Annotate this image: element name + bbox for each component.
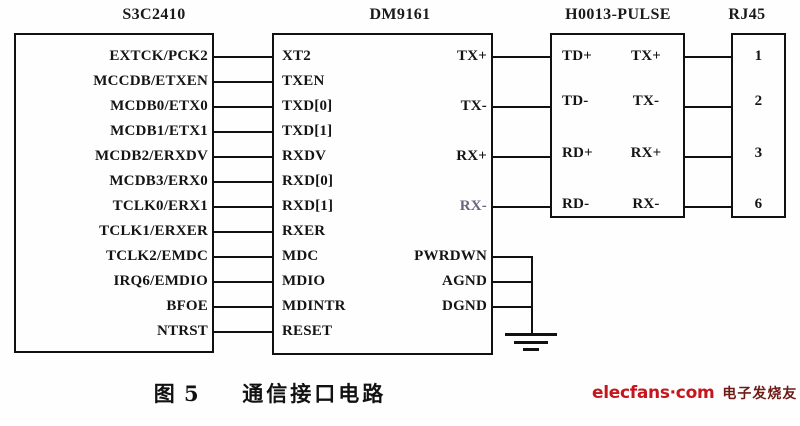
pin-label-phy-txd1: TXD[1]: [282, 123, 333, 139]
wire-cpu-phy-11: [214, 306, 272, 308]
ground-symbol-bar-2: [514, 341, 548, 344]
wire-cpu-phy-4: [214, 131, 272, 133]
wire-phy-pulse-tx-minus: [493, 106, 550, 108]
pin-label-phy-agnd: AGND: [442, 273, 487, 289]
watermark: elecfans·com 电子发烧友: [592, 383, 797, 403]
wire-cpu-phy-10: [214, 281, 272, 283]
wire-phy-pulse-tx-plus: [493, 56, 550, 58]
pin-label-pulse-rx-minus: RX-: [632, 196, 660, 212]
wire-pulse-rj45-2: [685, 106, 731, 108]
pin-label-cpu-mcdb2-erxdv: MCDB2/ERXDV: [94, 148, 208, 164]
wire-phy-dgnd-to-gnd: [493, 306, 533, 308]
wire-phy-agnd-to-gnd: [493, 281, 533, 283]
block-title-s3c2410: S3C2410: [122, 6, 186, 23]
wire-cpu-phy-8: [214, 231, 272, 233]
wire-cpu-phy-6: [214, 181, 272, 183]
wire-cpu-phy-5: [214, 156, 272, 158]
pin-label-phy-rxd1: RXD[1]: [282, 198, 334, 214]
pin-label-phy-tx-minus: TX-: [460, 98, 487, 114]
pin-label-rj45-1: 1: [754, 48, 763, 64]
pin-label-cpu-ntrst: NTRST: [156, 323, 208, 339]
pin-label-pulse-tx-plus: TX+: [631, 48, 661, 64]
pin-label-phy-tx-plus: TX+: [457, 48, 487, 64]
pin-label-rj45-6: 6: [754, 196, 763, 212]
wire-cpu-phy-7: [214, 206, 272, 208]
pin-label-phy-pwrdwn: PWRDWN: [414, 248, 487, 264]
watermark-latin-text: elecfans·com: [592, 383, 715, 403]
chip-body-h0013-pulse: [550, 33, 685, 218]
pin-label-phy-rxd0: RXD[0]: [282, 173, 334, 189]
pin-label-rj45-2: 2: [754, 93, 763, 109]
pin-label-phy-txen: TXEN: [282, 73, 325, 89]
pin-label-phy-txd0: TXD[0]: [282, 98, 333, 114]
pin-label-cpu-mcdb1-etx1: MCDB1/ETX1: [110, 123, 208, 139]
pin-label-phy-mdc: MDC: [282, 248, 319, 264]
figure-caption-text: 通信接口电路: [242, 381, 387, 406]
pin-label-phy-mdintr: MDINTR: [282, 298, 346, 314]
wire-cpu-phy-12: [214, 331, 272, 333]
pin-label-cpu-mcdb0-etx0: MCDB0/ETX0: [110, 98, 208, 114]
wire-phy-pulse-rx-plus: [493, 156, 550, 158]
pin-label-phy-rx-minus: RX-: [459, 198, 487, 214]
block-title-dm9161: DM9161: [369, 6, 431, 23]
pin-label-phy-dgnd: DGND: [442, 298, 487, 314]
pin-label-pulse-rd-plus: RD+: [562, 145, 593, 161]
wire-phy-pwrdwn-to-gnd: [493, 256, 533, 258]
pin-label-cpu-tclk1-erxer: TCLK1/ERXER: [99, 223, 208, 239]
pin-label-pulse-td-plus: TD+: [562, 48, 592, 64]
pin-label-cpu-mcdb3-erx0: MCDB3/ERX0: [109, 173, 208, 189]
ground-symbol-bar-1: [505, 333, 557, 336]
wire-phy-pulse-rx-minus: [493, 206, 550, 208]
pin-label-phy-xt2: XT2: [282, 48, 311, 64]
block-title-h0013-pulse: H0013-PULSE: [565, 6, 671, 23]
pin-label-rj45-3: 3: [754, 145, 763, 161]
pin-label-phy-mdio: MDIO: [282, 273, 326, 289]
wire-pulse-rj45-1: [685, 56, 731, 58]
wire-cpu-phy-9: [214, 256, 272, 258]
chip-body-dm9161: [272, 33, 493, 355]
wire-cpu-phy-3: [214, 106, 272, 108]
pin-label-phy-rxdv: RXDV: [282, 148, 327, 164]
watermark-chinese-text: 电子发烧友: [722, 386, 798, 402]
pin-label-phy-reset: RESET: [282, 323, 333, 339]
pin-label-cpu-irq6-emdio: IRQ6/EMDIO: [113, 273, 208, 289]
wire-pulse-rj45-3: [685, 156, 731, 158]
chip-body-s3c2410: [14, 33, 214, 353]
pin-label-pulse-td-minus: TD-: [562, 93, 589, 109]
ground-symbol-bar-3: [523, 348, 539, 351]
pin-label-cpu-tclk0-erx1: TCLK0/ERX1: [112, 198, 208, 214]
wire-pulse-rj45-6: [685, 206, 731, 208]
pin-label-cpu-mccdb-etxen: MCCDB/ETXEN: [93, 73, 208, 89]
wire-ground-bus: [531, 256, 533, 333]
pin-label-cpu-bfoe: BFOE: [166, 298, 208, 314]
pin-label-cpu-extck-pck2: EXTCK/PCK2: [109, 48, 208, 64]
pin-label-phy-rx-plus: RX+: [456, 148, 487, 164]
pin-label-cpu-tclk2-emdc: TCLK2/EMDC: [105, 248, 208, 264]
wire-cpu-phy-2: [214, 81, 272, 83]
pin-label-pulse-rx-plus: RX+: [630, 145, 662, 161]
figure-caption-number: 图 5: [153, 381, 200, 406]
block-title-rj45: RJ45: [728, 6, 766, 23]
wire-cpu-phy-1: [214, 56, 272, 58]
figure-caption: 图 5 通信接口电路: [0, 378, 540, 408]
chip-body-rj45: [731, 33, 786, 218]
pin-label-pulse-rd-minus: RD-: [562, 196, 590, 212]
pin-label-phy-rxer: RXER: [282, 223, 326, 239]
pin-label-pulse-tx-minus: TX-: [632, 93, 660, 109]
